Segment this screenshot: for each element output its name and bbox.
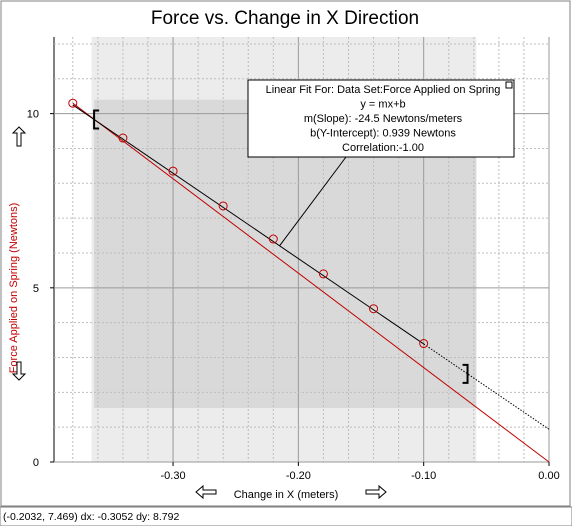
fit-box-frame: [247, 79, 515, 158]
up-arrow-icon[interactable]: [11, 126, 27, 147]
fit-box-line: m(Slope): -24.5 Newtons/meters: [304, 113, 463, 125]
x-tick-label: -0.20: [286, 470, 311, 482]
fit-end-bracket[interactable]: [462, 363, 469, 384]
y-tick-label: 5: [33, 283, 39, 295]
status-bar: [0, 506, 572, 526]
data-point[interactable]: [268, 234, 278, 244]
data-point[interactable]: [168, 166, 178, 176]
down-arrow-icon[interactable]: [11, 361, 27, 381]
selection-brackets[interactable]: [93, 109, 469, 384]
chart-title: Force vs. Change in X Direction: [151, 8, 419, 29]
data-point[interactable]: [419, 339, 429, 349]
fit-box-line: b(Y-Intercept): 0.939 Newtons: [310, 128, 456, 140]
fit-box-line: y = mx+b: [360, 99, 405, 111]
y-tick-label: 10: [27, 109, 39, 121]
fit-box-close-icon[interactable]: [505, 81, 513, 89]
left-arrow-icon[interactable]: [195, 484, 217, 500]
data-point[interactable]: [218, 201, 228, 211]
y-axis-label: Force Applied on Spring (Newtons): [8, 203, 20, 374]
x-tick-label: -0.10: [411, 470, 436, 482]
linear-fit-box[interactable]: Linear Fit For: Data Set:Force Applied o…: [247, 79, 515, 247]
x-tick-label: -0.30: [161, 470, 186, 482]
fit-lines: [72, 102, 550, 463]
data-point[interactable]: [369, 304, 379, 314]
data-points: [68, 98, 429, 349]
status-coordinates: (-0.2032, 7.469) dx: -0.3052 dy: 8.792: [3, 511, 179, 523]
data-point[interactable]: [318, 269, 328, 279]
x-axis-label: Change in X (meters): [234, 489, 339, 501]
linear-fit-line: [72, 104, 424, 345]
x-tick-label: 0.00: [538, 470, 559, 482]
fit-box-leader: [279, 156, 347, 247]
graph-border: [0, 0, 571, 507]
data-point[interactable]: [68, 98, 78, 108]
fit-start-bracket[interactable]: [93, 109, 100, 130]
fit-box-line: Linear Fit For: Data Set:Force Applied o…: [266, 84, 501, 96]
linear-fit-extension: [423, 343, 550, 430]
axis-ticks: -0.30 -0.20 -0.10 0.00 0 5 10: [27, 109, 560, 482]
y-tick-label: 0: [33, 457, 39, 469]
proportional-line: [72, 102, 550, 463]
right-arrow-icon[interactable]: [365, 484, 387, 500]
data-point[interactable]: [118, 133, 128, 143]
fit-box-line: Correlation:-1.00: [342, 142, 424, 154]
